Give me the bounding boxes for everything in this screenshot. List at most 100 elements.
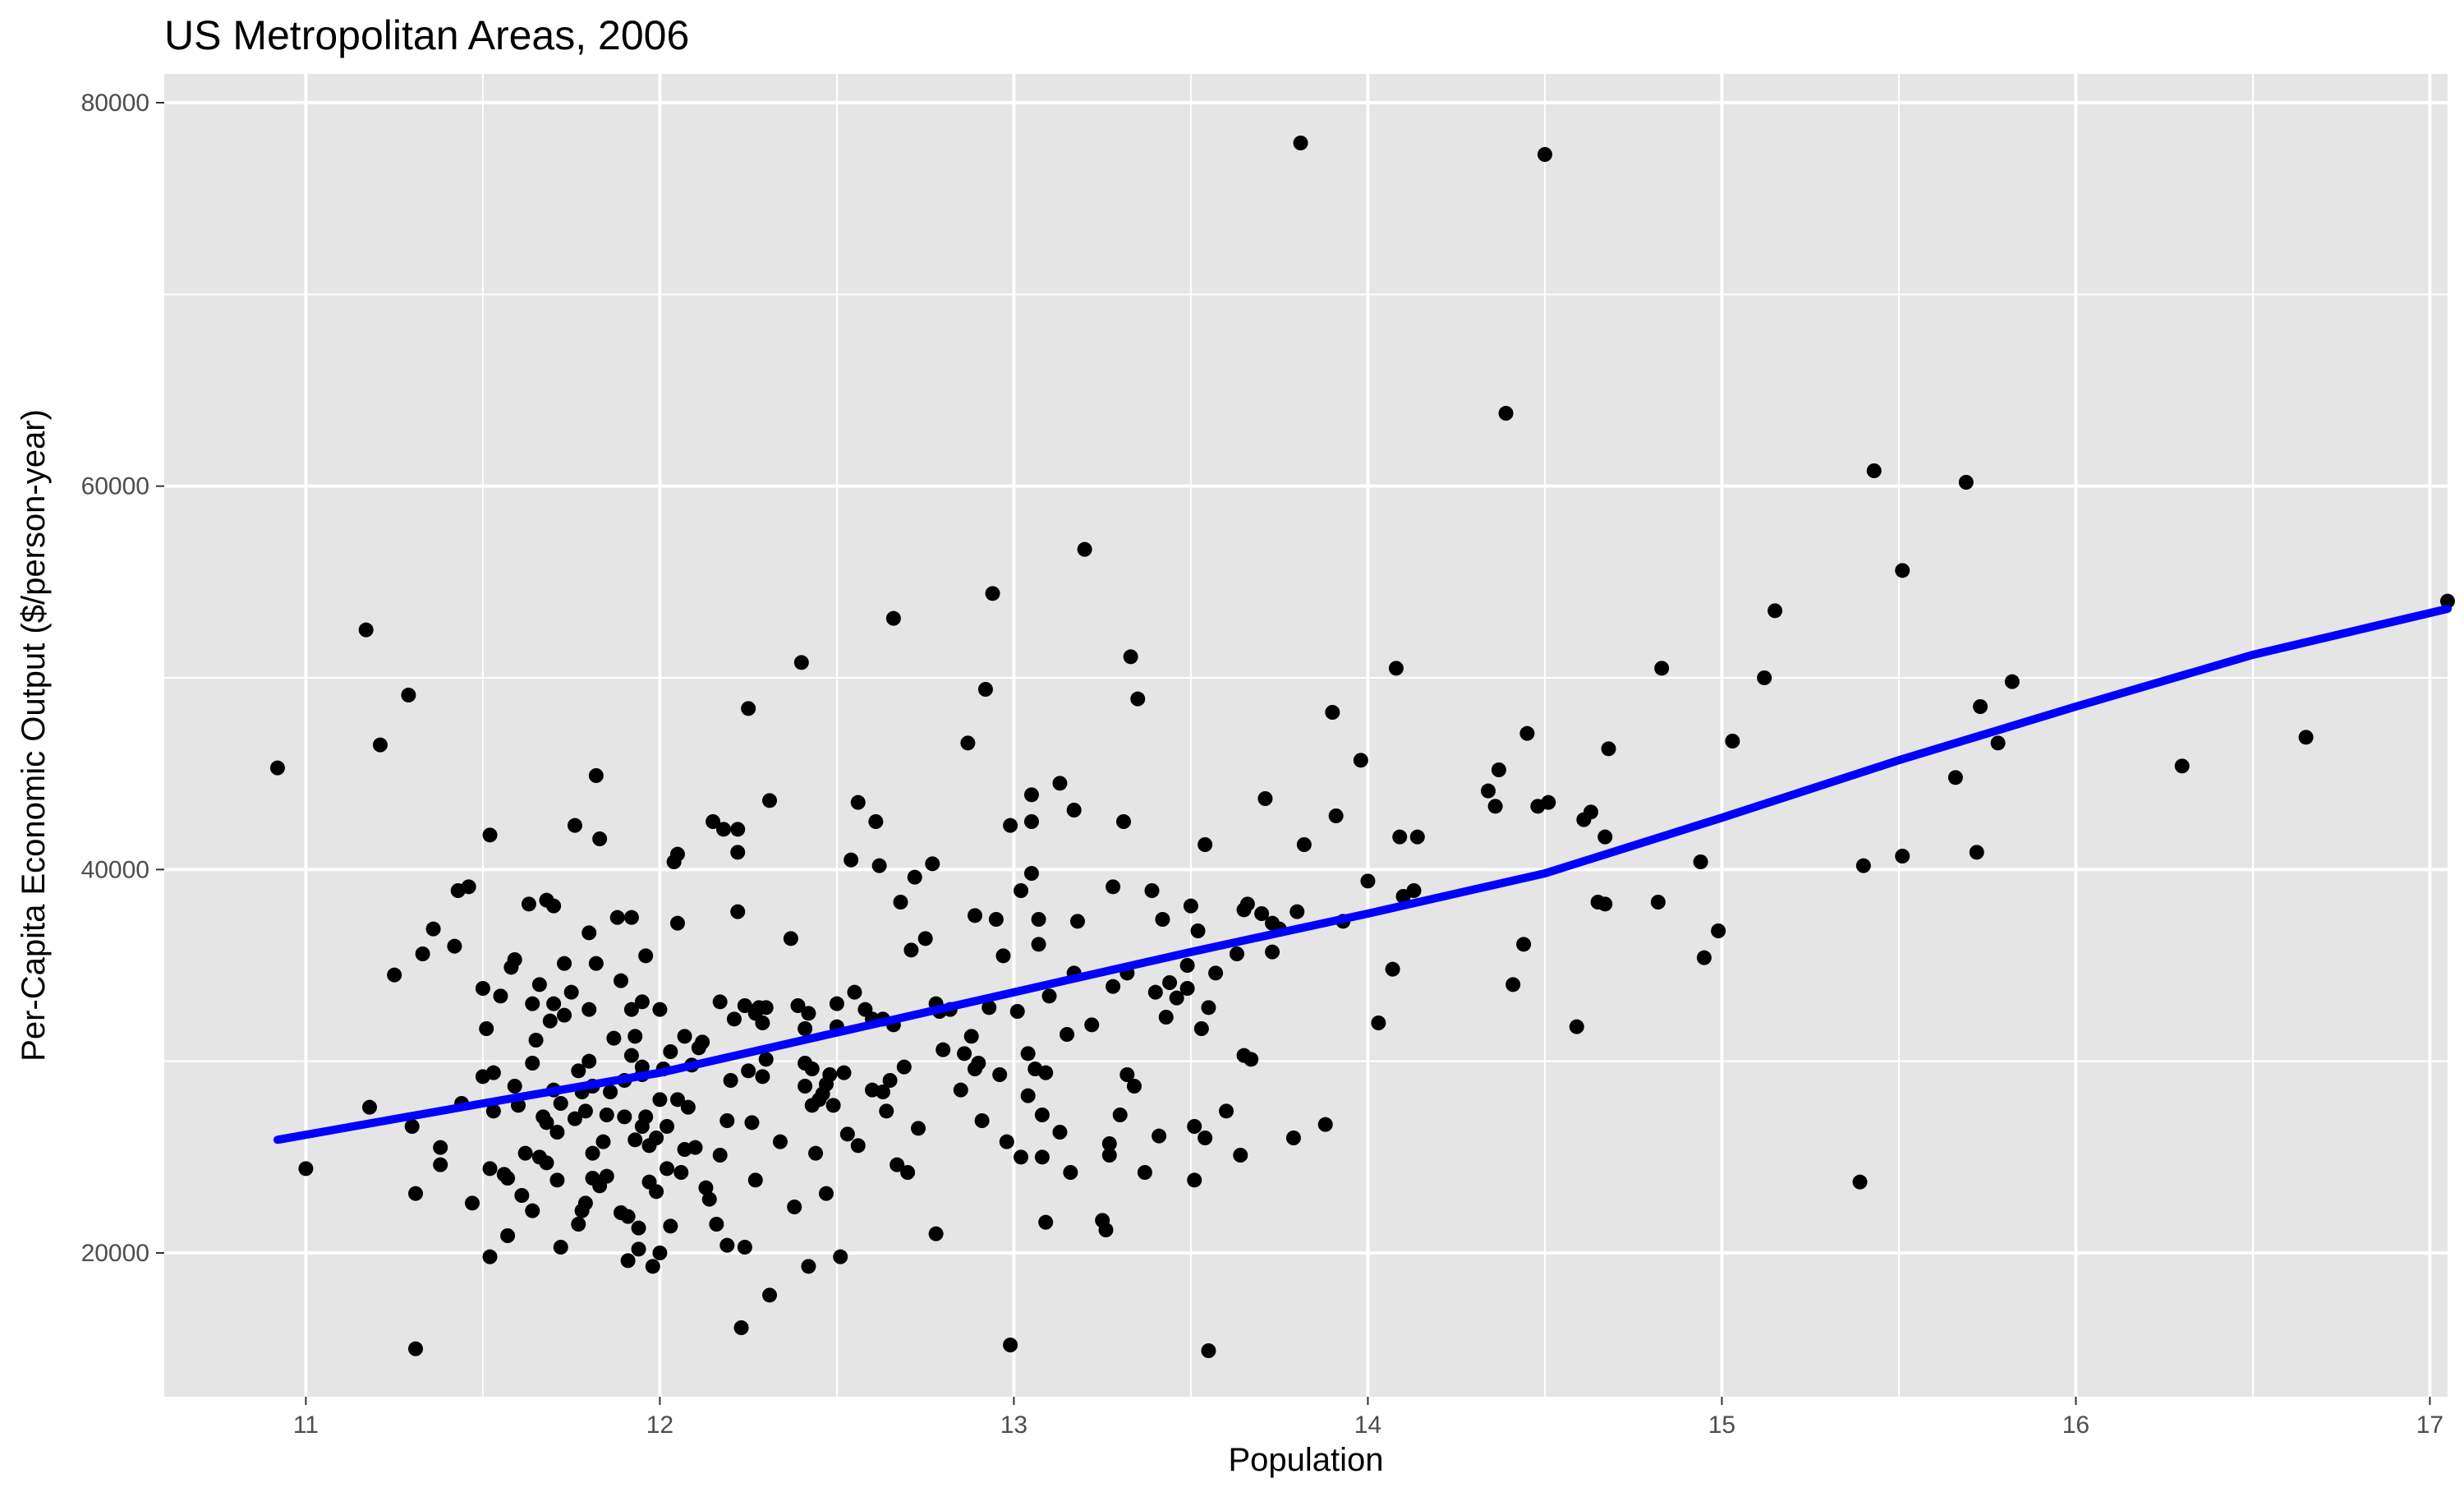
data-point — [599, 1108, 614, 1122]
data-point — [571, 1217, 586, 1232]
data-point — [974, 1113, 990, 1128]
data-point — [1569, 1019, 1584, 1034]
data-point — [1506, 977, 1521, 992]
data-point — [1296, 837, 1312, 852]
data-point — [1123, 649, 1138, 665]
data-point — [839, 1126, 855, 1142]
data-point — [1958, 475, 1974, 490]
data-point — [1023, 814, 1039, 829]
data-point — [475, 981, 490, 996]
data-point — [525, 996, 540, 1011]
data-point — [482, 827, 498, 843]
data-point — [871, 858, 887, 873]
data-point — [1052, 776, 1068, 791]
data-point — [1388, 661, 1404, 676]
data-point — [1285, 1131, 1301, 1145]
data-point — [1119, 1067, 1135, 1082]
data-point — [663, 1218, 678, 1234]
data-point — [485, 1103, 501, 1119]
data-point — [652, 1002, 668, 1017]
data-point — [500, 1171, 516, 1186]
data-point — [822, 1067, 838, 1082]
data-point — [631, 1220, 646, 1236]
x-tick-label: 12 — [646, 1412, 673, 1439]
x-tick-label: 16 — [2062, 1412, 2089, 1439]
data-point — [882, 1073, 898, 1088]
data-point — [606, 1030, 622, 1046]
data-point — [531, 977, 547, 992]
data-point — [1126, 1079, 1142, 1094]
data-point — [1077, 541, 1092, 557]
data-point — [1014, 1149, 1029, 1165]
data-point — [1106, 979, 1121, 994]
data-point — [680, 1099, 696, 1115]
data-point — [592, 831, 608, 846]
data-point — [638, 1109, 654, 1125]
data-point — [614, 973, 628, 988]
data-point — [1193, 1021, 1209, 1036]
data-point — [1597, 896, 1613, 912]
data-point — [652, 1092, 668, 1108]
data-point — [1480, 783, 1496, 799]
data-point — [1243, 1052, 1259, 1067]
data-point — [1190, 923, 1206, 938]
smooth-fit-line — [273, 605, 2452, 1144]
data-point — [1969, 845, 1984, 860]
data-point — [1034, 1108, 1050, 1122]
data-point — [772, 1134, 788, 1149]
data-point — [507, 1079, 522, 1094]
data-point — [762, 793, 778, 808]
data-point — [652, 1246, 668, 1260]
data-point — [992, 1067, 1008, 1082]
data-point — [829, 996, 844, 1011]
data-point — [1137, 1165, 1152, 1180]
x-axis-title: Population — [1228, 1442, 1383, 1478]
x-tick-label: 13 — [1000, 1412, 1027, 1439]
x-axis: 11 12 13 14 15 16 17 — [293, 1397, 2443, 1439]
data-point — [741, 701, 756, 716]
data-point — [758, 1052, 774, 1067]
data-point — [603, 1085, 618, 1099]
data-point — [1392, 829, 1408, 845]
data-point — [1654, 661, 1670, 676]
data-point — [627, 1132, 643, 1148]
data-point — [1491, 762, 1506, 777]
data-point — [1031, 912, 1046, 927]
data-point — [528, 1033, 544, 1048]
data-point — [712, 1148, 728, 1163]
data-point — [1693, 854, 1708, 869]
data-point — [1023, 866, 1039, 881]
chart-title: US Metropolitan Areas, 2006 — [164, 12, 689, 58]
data-point — [521, 896, 536, 912]
data-point — [1003, 1338, 1018, 1352]
data-point — [1990, 735, 2006, 751]
data-point — [1034, 1149, 1050, 1165]
data-point — [726, 1011, 742, 1027]
data-point — [1106, 879, 1121, 895]
data-point — [1385, 961, 1400, 977]
data-point — [582, 1002, 597, 1017]
data-point — [1353, 753, 1368, 768]
data-point — [623, 1048, 639, 1063]
data-point — [730, 845, 746, 860]
data-point — [1768, 603, 1783, 619]
data-point — [599, 1168, 614, 1184]
data-point — [1855, 858, 1871, 873]
data-point — [1038, 1065, 1054, 1080]
data-point — [1219, 1103, 1234, 1119]
data-point — [493, 988, 508, 1004]
data-point — [649, 1184, 664, 1200]
data-point — [1487, 799, 1503, 814]
data-point — [660, 1161, 675, 1177]
data-point — [971, 1056, 986, 1071]
data-point — [482, 1161, 498, 1177]
data-point — [762, 1287, 778, 1303]
minor-gridlines — [164, 74, 2448, 1397]
data-point — [500, 1228, 516, 1243]
data-point — [582, 925, 597, 941]
data-point — [844, 852, 859, 868]
data-point — [269, 760, 285, 776]
data-point — [836, 1065, 852, 1080]
data-point — [1325, 705, 1340, 720]
